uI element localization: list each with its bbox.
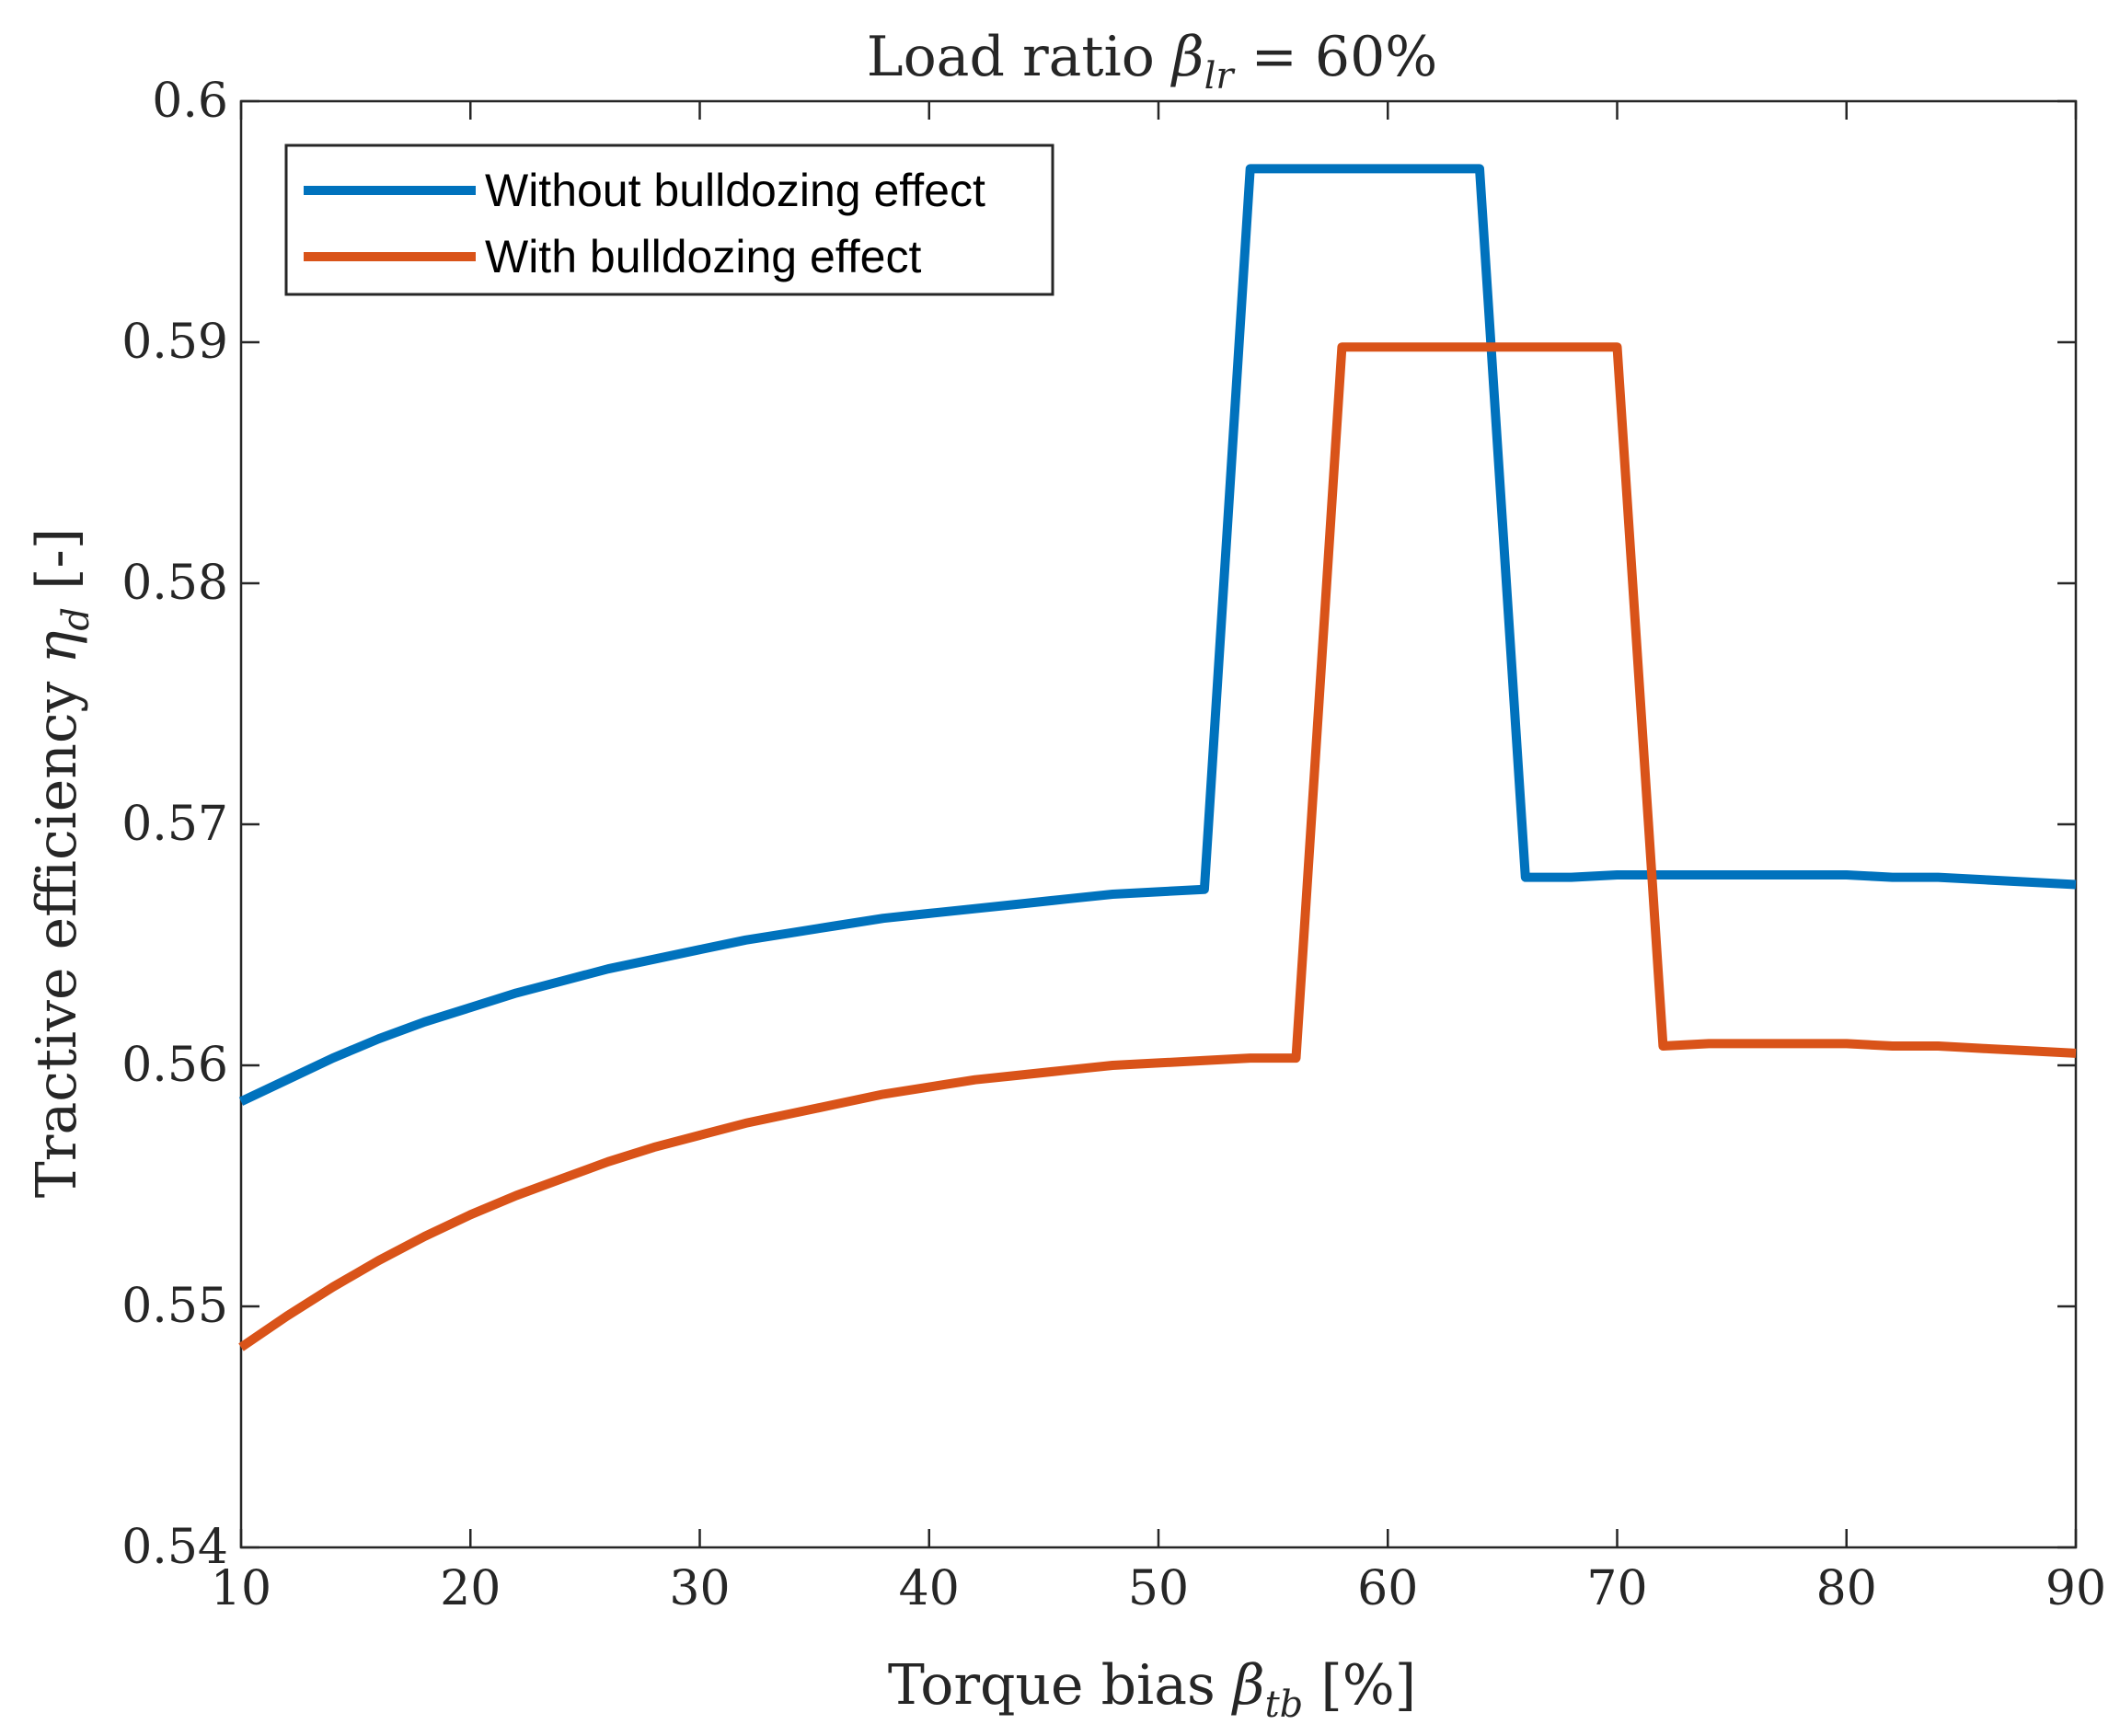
y-tick-label: 0.55 [121, 1279, 228, 1334]
legend-label-with-bulldozing: With bulldozing effect [485, 231, 921, 282]
x-tick-label: 90 [2045, 1561, 2106, 1616]
legend: Without bulldozing effect With bulldozin… [284, 144, 1054, 296]
x-tick-label: 60 [1357, 1561, 1418, 1616]
axes-box [239, 99, 2078, 1549]
plot-area: 10 20 30 40 50 60 70 80 90 0.54 0.55 0.56 0.57 0.58 0.… [121, 74, 2106, 1616]
x-axis-label: Torque bias βtb [%] [888, 1653, 1416, 1726]
x-tick-label: 40 [899, 1561, 960, 1616]
legend-label-without-bulldozing: Without bulldozing effect [485, 165, 985, 216]
y-axis-label: Tractive efficiency ηd [-] [25, 528, 98, 1198]
x-tick-label: 20 [440, 1561, 501, 1616]
x-tick-label: 10 [211, 1561, 271, 1616]
legend-box [284, 144, 1054, 296]
x-tick-label: 30 [669, 1561, 730, 1616]
y-tick-label: 0.54 [121, 1520, 228, 1575]
y-tick-label: 0.58 [121, 556, 228, 611]
x-tick-label: 80 [1816, 1561, 1877, 1616]
y-tick-label: 0.56 [121, 1038, 228, 1093]
chart-title: Load ratio βlr = 60% [867, 25, 1438, 98]
series-line-without-bulldozing [238, 164, 2077, 1106]
x-tick-label: 50 [1128, 1561, 1189, 1616]
y-tick-label: 0.6 [152, 74, 228, 129]
series-line-with-bulldozing [238, 342, 2077, 1351]
y-tick-label: 0.57 [121, 797, 228, 852]
x-tick-label: 70 [1586, 1561, 1647, 1616]
y-tick-label: 0.59 [121, 315, 228, 370]
